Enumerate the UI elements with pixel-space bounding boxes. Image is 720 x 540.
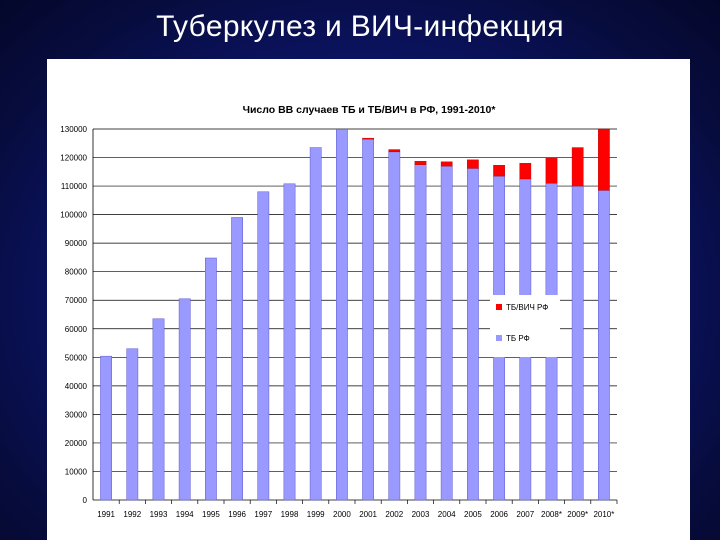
y-tick-label: 40000 — [65, 382, 88, 391]
x-tick-label: 2001 — [359, 510, 377, 519]
bar-tbhiv — [545, 157, 558, 184]
bar-tbhiv — [493, 165, 505, 177]
legend-swatch — [496, 304, 502, 310]
x-tick-label: 1996 — [228, 510, 246, 519]
bar-tbhiv — [362, 137, 374, 140]
y-tick-label: 80000 — [65, 268, 88, 277]
x-tick-label: 2010* — [593, 510, 614, 519]
y-tick-label: 30000 — [65, 410, 88, 419]
x-tick-label: 2008* — [541, 510, 562, 519]
y-tick-label: 60000 — [65, 325, 88, 334]
legend: ТБ/ВИЧ РФ ТБ РФ — [490, 295, 560, 357]
chart-panel: Число ВВ случаев ТБ и ТБ/ВИЧ в РФ, 1991-… — [47, 59, 690, 540]
bar-tb — [362, 138, 374, 501]
x-tick-label: 1998 — [281, 510, 299, 519]
y-tick-label: 50000 — [65, 353, 88, 362]
bar-tb — [598, 190, 610, 501]
bar-tb — [283, 183, 296, 501]
x-tick-label: 2007 — [516, 510, 534, 519]
bar-tb — [178, 298, 191, 501]
bar-tb — [571, 185, 584, 501]
chart-title: Число ВВ случаев ТБ и ТБ/ВИЧ в РФ, 1991-… — [243, 104, 497, 116]
y-tick-label: 10000 — [65, 467, 88, 476]
x-tick-label: 2003 — [412, 510, 430, 519]
y-tick-label: 110000 — [61, 182, 88, 191]
bar-tbhiv — [414, 161, 427, 165]
y-axis-ticks: 0 10000 20000 30000 40000 50000 60000 70000 8000… — [60, 125, 87, 505]
x-tick-label: 2000 — [333, 510, 351, 519]
y-tick-label: 120000 — [60, 154, 87, 163]
bars — [100, 128, 610, 501]
x-tick-label: 1993 — [150, 510, 168, 519]
y-tick-label: 0 — [83, 496, 88, 505]
x-tick-label: 1995 — [202, 510, 220, 519]
bar-tb — [388, 151, 401, 501]
y-tick-label: 130000 — [60, 125, 87, 134]
bar-tb — [152, 318, 165, 501]
bar-tbhiv — [598, 128, 610, 191]
x-tick-label: 1992 — [123, 510, 141, 519]
bar-tb — [467, 168, 479, 501]
x-tick-label: 1999 — [307, 510, 325, 519]
bar-tb — [100, 355, 112, 501]
bar-tb — [126, 348, 139, 501]
bar-tb — [231, 217, 243, 501]
bar-tbhiv — [388, 149, 401, 153]
x-tick-label: 2004 — [438, 510, 456, 519]
bar-tb — [205, 257, 217, 501]
x-tick-label: 2006 — [490, 510, 508, 519]
bar-tbhiv — [467, 159, 479, 169]
x-tick-label: 2002 — [385, 510, 403, 519]
bar-tb — [309, 147, 322, 501]
x-tick-label: 2009* — [567, 510, 588, 519]
bar-tb — [336, 129, 348, 501]
x-tick-label: 1997 — [254, 510, 272, 519]
bar-tb — [257, 191, 270, 501]
bar-tb — [414, 164, 427, 501]
tb-hiv-bar-chart: Число ВВ случаев ТБ и ТБ/ВИЧ в РФ, 1991-… — [60, 104, 618, 519]
legend-label: ТБ/ВИЧ РФ — [506, 303, 548, 312]
bar-tb — [440, 165, 453, 501]
bar-tbhiv — [571, 147, 584, 187]
bar-tbhiv — [519, 163, 532, 180]
y-tick-label: 90000 — [65, 239, 88, 248]
x-axis-ticks: 1991 1992 1993 1994 1995 1996 1997 1998 1999 2000… — [97, 500, 618, 519]
legend-label: ТБ РФ — [506, 334, 530, 343]
y-tick-label: 100000 — [60, 211, 87, 220]
y-tick-label: 20000 — [65, 439, 88, 448]
bar-tbhiv — [440, 161, 453, 167]
x-tick-label: 2005 — [464, 510, 482, 519]
x-tick-label: 1994 — [176, 510, 194, 519]
legend-swatch — [496, 335, 502, 341]
x-tick-label: 1991 — [97, 510, 115, 519]
y-tick-label: 70000 — [65, 296, 88, 305]
slide-title: Туберкулез и ВИЧ-инфекция — [156, 10, 564, 43]
